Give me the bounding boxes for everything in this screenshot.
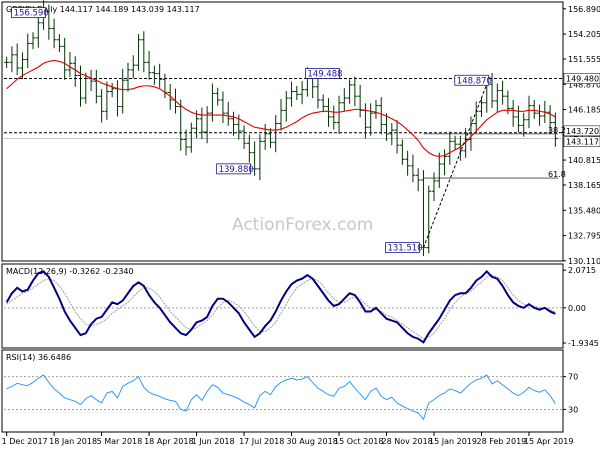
annotation-label: 149.488 [307, 69, 342, 79]
annotation-box [385, 242, 420, 254]
last-price-badge [563, 136, 600, 147]
macd-panel-header: MACD(12,26,9) -0.3262 -0.2340 [6, 267, 134, 276]
support-badge-label: 143.720 [566, 127, 599, 136]
x-tick-label: 28 Nov 2018 [382, 437, 433, 446]
macd-lines [5, 270, 556, 344]
resistance-badge-label: 149.480 [566, 75, 599, 84]
uptrend-line [422, 84, 488, 248]
price-panel-header: GBPJPY,Daily 144.117 144.189 143.039 143… [6, 5, 200, 14]
price-y-tick-label: 148.870 [568, 80, 600, 89]
macd-y-tick-label: -1.9345 [568, 339, 599, 348]
price-y-tick-label: 138.165 [568, 181, 600, 190]
x-tick-label: 15 Jan 2019 [429, 437, 477, 446]
macd-y-tick-label: 2.0715 [568, 266, 596, 275]
price-y-tick-label: 151.555 [568, 55, 600, 64]
rsi-y-tick-label: 70 [568, 373, 578, 382]
price-panel-frame [1, 1, 564, 262]
macd-panel-frame [1, 263, 564, 349]
price-bars [4, 0, 558, 257]
annotation-box [304, 68, 340, 79]
price-y-tick-label: 132.795 [568, 232, 600, 241]
macd-y-tick-label: 0.00 [568, 304, 586, 313]
x-tick-label: 15 Apr 2019 [524, 437, 573, 446]
macd-y-axis: 2.0715 0.00 -1.9345 [4, 266, 599, 348]
x-axis: 1 Dec 2017 18 Jan 2018 5 Mar 2018 18 Apr 20… [2, 432, 573, 446]
rsi-panel-frame [1, 349, 564, 433]
trendline [422, 84, 488, 248]
annotation-box [11, 7, 46, 19]
price-annotations: 156.590 139.880 149.488 131.510 148.870 [11, 7, 492, 254]
annotation-label: 148.870 [457, 76, 492, 86]
x-tick-label: 17 Jul 2018 [239, 437, 284, 446]
x-tick-label: 1 Dec 2017 [2, 437, 48, 446]
annotation-box [216, 163, 252, 175]
macd-main-line [5, 270, 556, 344]
price-y-tick-label: 146.185 [568, 106, 600, 115]
rsi-panel-header: RSI(14) 36.6486 [6, 353, 71, 362]
x-tick-label: 18 Jan 2018 [49, 437, 97, 446]
price-y-tick-label: 154.205 [568, 30, 600, 39]
price-y-axis: 156.890154.205151.555148.870146.185143.5… [563, 5, 600, 266]
macd-signal-line [6, 274, 556, 340]
annotation-box [454, 74, 490, 86]
x-tick-label: 28 Feb 2019 [476, 437, 526, 446]
rsi-y-axis: 70 30 [4, 373, 578, 414]
price-y-tick-label: 140.815 [568, 156, 600, 165]
watermark: ActionForex.com [232, 215, 373, 235]
rsi-lines [6, 374, 556, 421]
annotation-label: 156.590 [14, 9, 49, 19]
fib-label: 61.8 [548, 170, 566, 179]
annotation-label: 139.880 [219, 165, 254, 175]
annotation-label: 131.510 [387, 244, 422, 254]
price-y-tick-label: 156.890 [568, 5, 600, 14]
x-tick-label: 1 Jun 2018 [192, 437, 235, 446]
price-y-tick-label: 130.110 [568, 257, 600, 266]
x-tick-label: 5 Mar 2018 [97, 437, 143, 446]
rsi-y-tick-label: 30 [568, 405, 578, 414]
rsi-line [6, 374, 556, 421]
x-tick-label: 18 Apr 2018 [144, 437, 193, 446]
support-badge [563, 125, 600, 137]
price-y-tick-label: 135.480 [568, 206, 600, 215]
x-tick-label: 30 Aug 2018 [287, 437, 338, 446]
resistance-badge [563, 73, 600, 84]
fib-label: 38.2 [548, 126, 566, 135]
x-tick-label: 15 Oct 2018 [334, 437, 383, 446]
last-price-badge-label: 143.117 [566, 138, 599, 147]
